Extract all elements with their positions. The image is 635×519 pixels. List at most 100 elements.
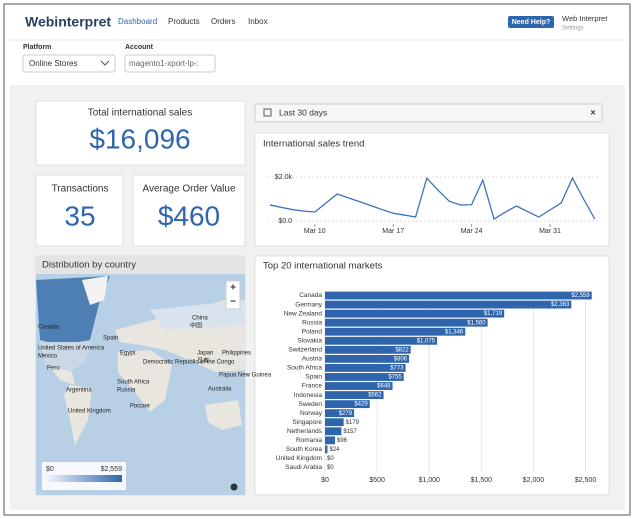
value-label: $24 (330, 447, 341, 453)
bar (325, 391, 384, 399)
map-header (36, 256, 245, 274)
bar (325, 409, 355, 418)
legend-scale (46, 475, 122, 482)
x-tick-label: $1,500 (471, 477, 493, 484)
value-label: $806 (394, 356, 408, 362)
kpi-label: Transactions (52, 184, 109, 195)
y-tick-label: South Africa (287, 365, 322, 372)
y-tick-label: Sweden (299, 401, 323, 408)
country-shape (118, 350, 172, 412)
bar (325, 300, 572, 309)
value-label: $822 (395, 347, 409, 353)
value-label: $562 (368, 393, 382, 399)
bar (325, 418, 344, 427)
card (35, 174, 124, 247)
zoom-out[interactable]: − (230, 297, 236, 308)
bar (325, 336, 438, 345)
value-label: $179 (346, 420, 360, 426)
map-label: Australia (208, 387, 232, 393)
value-label: $1,346 (445, 329, 464, 335)
x-tick-label: $500 (369, 477, 385, 484)
kpi-value: 35 (64, 200, 95, 231)
user-name[interactable]: Web Interpret (562, 14, 608, 23)
country-shape (40, 342, 92, 372)
card-title: Distribution by country (42, 260, 136, 271)
nav-link[interactable]: Products (168, 17, 200, 26)
kpi-value: $460 (158, 200, 220, 231)
kpi-label: Total international sales (88, 108, 193, 119)
x-tick-label: Mar 17 (382, 228, 404, 235)
logo[interactable]: Webinterpret (25, 14, 111, 30)
nav-link[interactable]: Orders (211, 17, 235, 26)
map-label: Democratic Republic of the Congo (143, 360, 235, 366)
value-label: $0 (327, 465, 334, 471)
select-value: magento1-xport-lp-: (129, 59, 199, 68)
y-tick-label: Saudi Arabia (285, 464, 322, 471)
account-select[interactable] (124, 54, 216, 73)
x-tick-label: $2,500 (575, 477, 597, 484)
value-label: $96 (337, 438, 348, 444)
legend-max: $2,559 (101, 466, 123, 473)
bar (325, 445, 328, 454)
value-label: $1,075 (417, 338, 436, 344)
x-tick-label: $0 (321, 477, 329, 484)
bar (325, 400, 370, 409)
value-label: $279 (339, 411, 353, 417)
bar (325, 291, 592, 300)
y-tick-label: Indonesia (294, 392, 323, 399)
nav-link[interactable]: Inbox (248, 17, 268, 26)
y-tick-label: Germany (295, 301, 322, 308)
nav-link[interactable]: Dashboard (118, 17, 157, 26)
map-label: Russia (117, 388, 136, 394)
y-tick-label: Spain (305, 374, 322, 381)
country-shape (205, 400, 242, 430)
y-tick-label: $0.0 (278, 218, 292, 225)
map-label: United States of America (38, 346, 105, 352)
map-label: Россия (130, 404, 150, 410)
bar (325, 327, 466, 336)
map-label: United Kingdom (68, 409, 111, 415)
platform-select[interactable] (22, 54, 116, 73)
country-shape (64, 385, 92, 445)
bar (325, 364, 406, 372)
clear-icon[interactable]: × (590, 107, 595, 117)
y-tick-label: $2.0k (275, 174, 293, 181)
y-tick-label: Romania (296, 437, 322, 444)
zoom-control[interactable] (225, 280, 241, 310)
bar (325, 427, 342, 436)
filter-label: Platform (23, 44, 51, 51)
calendar-icon (263, 108, 272, 117)
y-tick-label: South Korea (286, 446, 323, 453)
y-tick-label: Slovakia (297, 337, 322, 344)
value-label: $157 (343, 429, 357, 435)
y-tick-label: Poland (302, 328, 323, 335)
y-tick-label: Norway (300, 410, 323, 417)
card-title: International sales trend (263, 139, 364, 150)
map-label: Peru (47, 366, 60, 372)
info-icon[interactable] (230, 483, 238, 491)
x-tick-label: $1,000 (419, 477, 441, 484)
date-range[interactable] (254, 103, 603, 123)
map-label: Argentina (66, 388, 92, 394)
y-tick-label: France (302, 383, 323, 390)
card (132, 174, 246, 247)
help-button[interactable] (508, 16, 554, 28)
card (35, 100, 246, 166)
filter-label: Account (125, 44, 154, 51)
value-label: $1,560 (467, 320, 486, 326)
x-tick-label: Mar 31 (539, 228, 561, 235)
y-tick-label: Austria (302, 356, 323, 363)
kpi-label: Average Order Value (142, 184, 235, 195)
value-label: $429 (354, 402, 368, 408)
bar (325, 345, 411, 354)
map-label: Mexico (38, 354, 58, 360)
country-shape (150, 300, 245, 330)
bar (325, 354, 410, 363)
zoom-in[interactable]: + (230, 283, 236, 294)
x-tick-label: Mar 24 (461, 228, 483, 235)
map-label: Papua New Guinea (219, 373, 272, 379)
y-tick-label: New Zealand (284, 310, 323, 317)
x-tick-label: $2,000 (523, 477, 545, 484)
date-range-text: Last 30 days (279, 107, 327, 117)
